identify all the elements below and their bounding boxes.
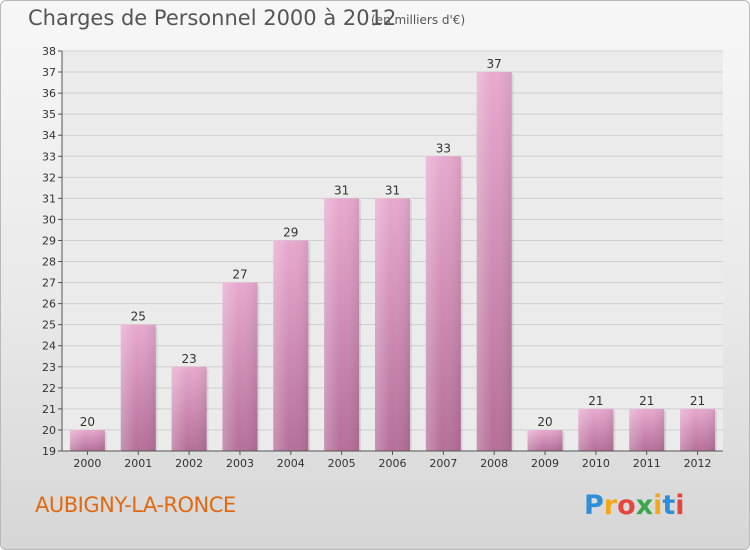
logo-letter: x [635, 490, 654, 521]
bar-highlight [171, 366, 207, 451]
proxiti-logo: Proxiti [584, 490, 685, 521]
bar-value-label: 23 [181, 352, 196, 366]
bar-highlight [120, 324, 156, 451]
bar-value-label: 37 [487, 57, 502, 71]
bar-highlight [273, 240, 309, 451]
bar-value-label: 21 [690, 394, 705, 408]
x-tick-label: 2009 [531, 457, 559, 470]
bar-value-label: 21 [588, 394, 603, 408]
x-tick-label: 2010 [582, 457, 610, 470]
chart-title: Charges de Personnel 2000 à 2012 [28, 6, 397, 30]
bar-highlight [476, 72, 512, 451]
y-tick-label: 37 [42, 66, 56, 79]
logo-letter: P [584, 490, 604, 521]
x-tick-label: 2011 [633, 457, 661, 470]
bar-highlight [222, 282, 258, 451]
y-tick-label: 26 [42, 298, 56, 311]
bar-value-label: 20 [80, 415, 95, 429]
x-tick-label: 2001 [124, 457, 152, 470]
bar-value-label: 33 [436, 141, 451, 155]
bar-highlight [527, 429, 563, 451]
bar-value-label: 31 [385, 183, 400, 197]
labels: 19 20 21 22 23 24 25 26 27 28 29 30 31 32 33 34 35 36 37 38… [42, 45, 712, 470]
bar-highlight [375, 198, 410, 451]
bar-value-label: 20 [537, 415, 552, 429]
y-tick-label: 33 [42, 150, 56, 163]
chart-subtitle: (en milliers d'€) [371, 13, 466, 27]
bar-highlight [324, 198, 360, 451]
bar-highlight [69, 429, 105, 451]
axes [58, 50, 723, 455]
x-tick-label: 2004 [277, 457, 305, 470]
x-tick-label: 2007 [429, 457, 457, 470]
y-tick-label: 27 [42, 277, 56, 290]
x-tick-label: 2005 [328, 457, 356, 470]
bar-value-label: 27 [232, 268, 247, 282]
logo-letter: r [603, 490, 618, 521]
y-tick-label: 20 [42, 424, 56, 437]
y-tick-label: 36 [42, 87, 56, 100]
bar-highlight [680, 408, 716, 451]
y-tick-label: 38 [42, 45, 56, 58]
logo-letter: i [653, 490, 663, 521]
x-tick-label: 2000 [73, 457, 101, 470]
y-tick-label: 31 [42, 192, 56, 205]
x-tick-label: 2002 [175, 457, 203, 470]
bar-value-label: 29 [283, 225, 298, 239]
y-tick-label: 19 [42, 445, 56, 458]
y-tick-label: 29 [42, 234, 56, 247]
x-tick-label: 2008 [480, 457, 508, 470]
bar-value-label: 25 [131, 310, 146, 324]
bar-value-label: 21 [639, 394, 654, 408]
y-tick-label: 25 [42, 319, 56, 332]
logo-letter: o [617, 490, 636, 521]
bar-highlight [425, 156, 461, 451]
y-tick-label: 24 [42, 340, 56, 353]
y-tick-label: 23 [42, 361, 56, 374]
y-tick-label: 28 [42, 256, 56, 269]
y-tick-label: 30 [42, 213, 56, 226]
y-tick-label: 22 [42, 382, 56, 395]
commune-name: AUBIGNY-LA-RONCE [35, 493, 236, 517]
y-tick-label: 34 [42, 129, 56, 142]
y-tick-label: 35 [42, 108, 56, 121]
y-tick-label: 32 [42, 171, 56, 184]
x-tick-label: 2012 [684, 457, 712, 470]
bar-highlight [578, 408, 614, 451]
bar-highlight [629, 408, 665, 451]
bar-value-label: 31 [334, 183, 349, 197]
logo-letter: i [675, 490, 685, 521]
bars [69, 72, 718, 451]
x-tick-label: 2006 [379, 457, 407, 470]
logo-letter: t [662, 490, 676, 521]
y-tick-label: 21 [42, 403, 56, 416]
x-tick-label: 2003 [226, 457, 254, 470]
